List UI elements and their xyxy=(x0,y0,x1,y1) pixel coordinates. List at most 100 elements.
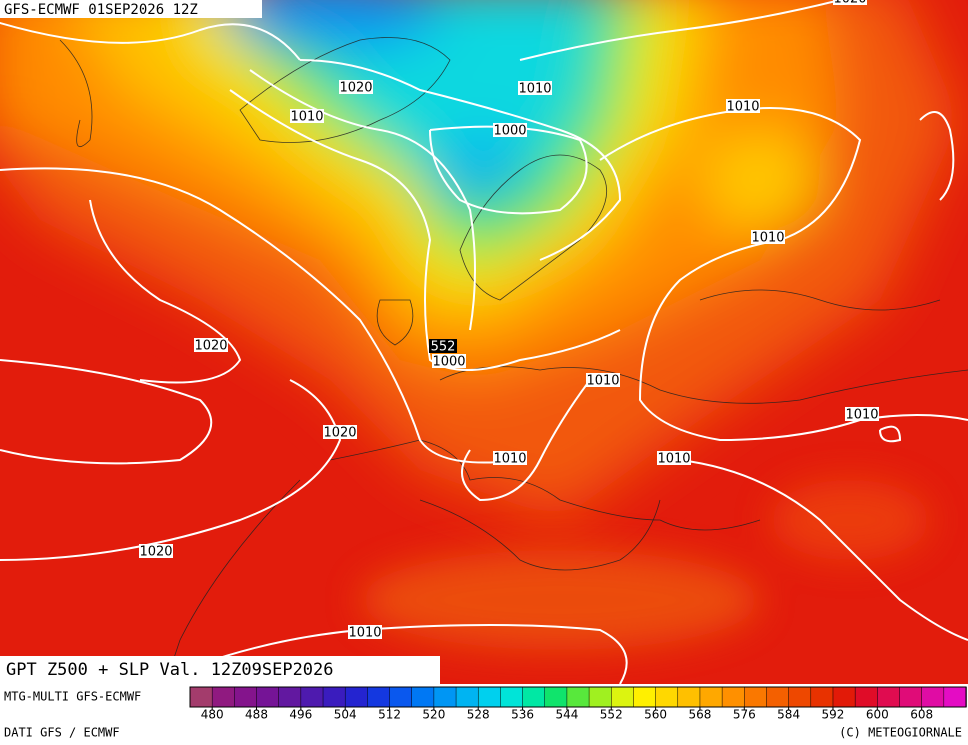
colorbar-swatch xyxy=(655,686,679,708)
isobar-label-box xyxy=(493,123,527,137)
colorbar-tick-label: 496 xyxy=(289,708,312,722)
colorbar-tick-label: 536 xyxy=(511,708,534,722)
isobar-label: 1020 xyxy=(833,0,866,7)
colorbar-swatch xyxy=(189,686,213,708)
colorbar-swatch xyxy=(433,686,457,708)
colorbar-swatch xyxy=(477,686,502,708)
colorbar-swatch xyxy=(411,686,435,708)
colorbar-swatch xyxy=(278,686,302,708)
colorbar-swatch xyxy=(677,686,701,708)
colorbar-swatch xyxy=(921,686,945,708)
colorbar-swatch xyxy=(256,686,280,708)
isobar-label-box xyxy=(833,0,867,5)
map-field xyxy=(0,0,968,684)
colorbar-swatch xyxy=(389,686,413,708)
colorbar-swatch xyxy=(322,686,346,708)
isobar-label: 1010 xyxy=(751,231,784,246)
isobar-label: 1010 xyxy=(348,626,381,641)
colorbar-swatch xyxy=(788,686,812,708)
colorbar-swatch xyxy=(810,686,834,708)
isobar-label: 1010 xyxy=(290,110,323,125)
colorbar-swatch xyxy=(832,686,856,708)
isobar-labels: 1020 1020 1010 1010 1000 1010 1010 1020 1000 1010… xyxy=(139,0,879,641)
colorbar-tick-label: 584 xyxy=(777,708,800,722)
z500-label: 552 xyxy=(431,340,456,355)
isobar-label: 1010 xyxy=(726,100,759,115)
colorbar-tick-label: 512 xyxy=(378,708,401,722)
isobar-label: 1000 xyxy=(432,355,465,370)
isobar-label-box xyxy=(586,373,620,387)
header-title: GFS-ECMWF 01SEP2026 12Z xyxy=(4,2,198,18)
colorbar-tick-label: 600 xyxy=(866,708,889,722)
colorbar-tick-label: 568 xyxy=(688,708,711,722)
isobar-label-box xyxy=(726,99,760,113)
isobar-label-box xyxy=(339,80,373,94)
header-box xyxy=(0,0,262,18)
isobar-label-box xyxy=(139,544,173,558)
colorbar-swatch xyxy=(455,686,479,708)
isobar-label: 1010 xyxy=(493,452,526,467)
colorbar-swatch xyxy=(211,686,236,708)
isobar-label-box xyxy=(751,230,785,244)
isobar-label: 1010 xyxy=(845,408,878,423)
isobar-label-box xyxy=(518,81,552,95)
copyright: (C) METEOGIORNALE xyxy=(839,726,962,740)
colorbar-swatch xyxy=(544,686,568,708)
isobar-label: 1020 xyxy=(194,339,227,354)
colorbar-tick-label: 592 xyxy=(822,708,845,722)
colorbar-swatch xyxy=(766,686,790,708)
colorbar-swatch xyxy=(522,686,546,708)
isobar-label: 1020 xyxy=(139,545,172,560)
isobar-label-box xyxy=(657,451,691,465)
map-title-box xyxy=(0,656,440,684)
colorbar-frame xyxy=(189,686,967,708)
isobar-label-box xyxy=(845,407,879,421)
colorbar-swatch xyxy=(943,686,967,708)
isobar-label: 1000 xyxy=(493,124,526,139)
colorbar-swatch xyxy=(854,686,879,708)
colorbar-tick-label: 480 xyxy=(201,708,224,722)
colorbar-tick-label: 552 xyxy=(600,708,623,722)
colorbar-swatch xyxy=(699,686,723,708)
colorbar-tick-label: 576 xyxy=(733,708,756,722)
colorbar-swatch xyxy=(721,686,746,708)
colorbar-tick-label: 608 xyxy=(910,708,933,722)
isobar-label-box xyxy=(348,625,382,639)
isobar-label: 1020 xyxy=(339,81,372,96)
colorbar-tick-label: 544 xyxy=(555,708,578,722)
isobar-label: 1010 xyxy=(518,82,551,97)
map-title: GPT Z500 + SLP Val. 12Z09SEP2026 xyxy=(6,660,334,680)
source-label: DATI GFS / ECMWF xyxy=(4,726,120,740)
colorbar-swatch xyxy=(633,686,657,708)
colorbar-tick-label: 560 xyxy=(644,708,667,722)
isobar-label-box xyxy=(194,338,228,352)
model-label: MTG-MULTI GFS-ECMWF xyxy=(4,690,141,704)
coastlines xyxy=(59,37,968,684)
colorbar-tick-label: 488 xyxy=(245,708,268,722)
colorbar-swatch xyxy=(344,686,369,708)
colorbar-swatch xyxy=(611,686,635,708)
colorbar: 480 488 496 504 512 520 528 536 544 552 560 568 576 5… xyxy=(189,686,967,722)
colorbar-swatch xyxy=(500,686,524,708)
colorbar-swatch xyxy=(744,686,768,708)
colorbar-swatch xyxy=(234,686,258,708)
colorbar-tick-label: 520 xyxy=(422,708,445,722)
colorbar-swatch xyxy=(367,686,391,708)
isobar-label-box xyxy=(323,425,357,439)
colorbar-swatch xyxy=(877,686,901,708)
isobar-label-box xyxy=(290,109,324,123)
colorbar-swatch xyxy=(300,686,324,708)
colorbar-swatch xyxy=(566,686,590,708)
z500-label-box xyxy=(429,339,457,353)
isobar-label-box xyxy=(432,354,466,368)
isobar-label: 1020 xyxy=(323,426,356,441)
colorbar-swatch xyxy=(899,686,923,708)
isobar-label-box xyxy=(493,451,527,465)
isobar-label: 1010 xyxy=(586,374,619,389)
isobar-label: 1010 xyxy=(657,452,690,467)
colorbar-swatch xyxy=(588,686,613,708)
colorbar-tick-label: 504 xyxy=(334,708,357,722)
colorbar-tick-label: 528 xyxy=(467,708,490,722)
